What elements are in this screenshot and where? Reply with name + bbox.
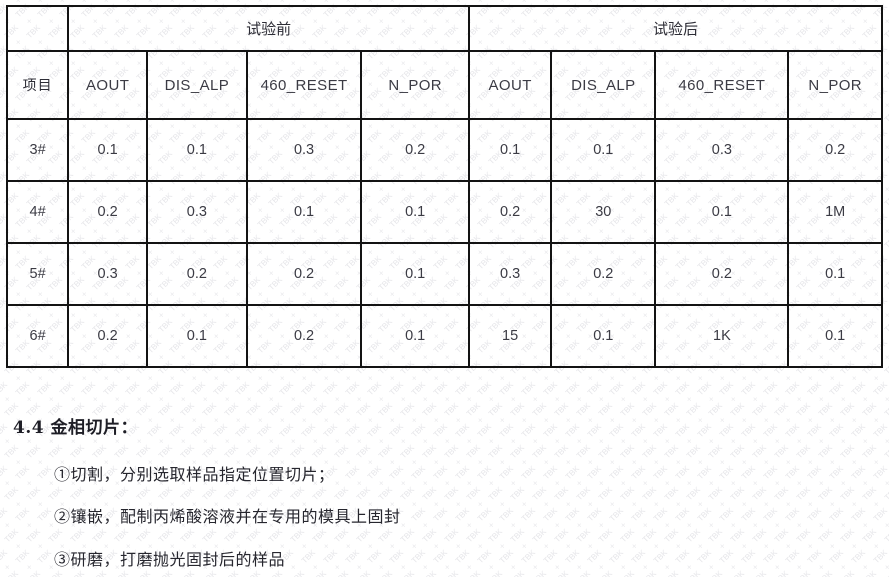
data-cell: 0.1 — [146, 118, 248, 182]
data-cell: 0.3 — [467, 242, 553, 306]
table-row: 6# 0.2 0.1 0.2 0.1 15 0.1 1K 0.1 — [5, 304, 883, 368]
table-column-header-row: 项目 AOUT DIS_ALP 460_RESET N_POR AOUT DIS… — [5, 50, 883, 120]
data-cell: 0.2 — [360, 118, 470, 182]
step-grinding: ③研磨，打磨抛光固封后的样品 — [54, 546, 285, 570]
data-cell: 0.1 — [654, 180, 790, 244]
data-cell: 0.3 — [146, 180, 248, 244]
row-item-label: 5# — [5, 242, 70, 306]
data-cell: 0.2 — [654, 242, 790, 306]
data-cell: 0.1 — [787, 304, 883, 368]
row-item-label: 3# — [5, 118, 70, 182]
test-results-table: 试验前 试验后 项目 AOUT DIS_ALP 460_RESET N_POR … — [5, 5, 883, 368]
data-cell: 0.1 — [245, 180, 363, 244]
group-header-before-test: 试验前 — [67, 5, 470, 52]
data-cell: 1K — [654, 304, 790, 368]
section-heading: 4.4 金相切片： — [13, 413, 138, 438]
header-cell-n-por-pre: N_POR — [360, 50, 470, 120]
table-row: 3# 0.1 0.1 0.3 0.2 0.1 0.1 0.3 0.2 — [5, 118, 883, 182]
data-cell: 0.1 — [467, 118, 553, 182]
data-cell: 0.2 — [550, 242, 657, 306]
header-cell-item: 项目 — [5, 50, 70, 120]
data-cell: 0.1 — [67, 118, 148, 182]
data-cell: 0.1 — [787, 242, 883, 306]
data-cell: 0.1 — [550, 304, 657, 368]
step-cutting: ①切割，分别选取样品指定位置切片； — [54, 461, 335, 485]
corner-empty-cell — [5, 5, 70, 52]
data-cell: 0.2 — [245, 304, 363, 368]
header-cell-460-reset-pre: 460_RESET — [245, 50, 363, 120]
data-cell: 0.1 — [360, 304, 470, 368]
data-cell: 0.2 — [146, 242, 248, 306]
data-cell: 0.3 — [67, 242, 148, 306]
data-cell: 0.2 — [245, 242, 363, 306]
data-cell: 1M — [787, 180, 883, 244]
data-cell: 0.2 — [67, 180, 148, 244]
data-cell: 0.2 — [67, 304, 148, 368]
row-item-label: 6# — [5, 304, 70, 368]
group-header-after-test: 试验后 — [468, 5, 883, 52]
data-cell: 0.3 — [654, 118, 790, 182]
data-cell: 15 — [467, 304, 553, 368]
table-row: 5# 0.3 0.2 0.2 0.1 0.3 0.2 0.2 0.1 — [5, 242, 883, 306]
header-cell-n-por-post: N_POR — [787, 50, 883, 120]
data-cell: 0.1 — [550, 118, 657, 182]
header-cell-aout-pre: AOUT — [67, 50, 148, 120]
data-cell: 0.2 — [787, 118, 883, 182]
data-cell: 0.2 — [467, 180, 553, 244]
data-cell: 0.1 — [146, 304, 248, 368]
table-group-header-row: 试验前 试验后 — [5, 5, 883, 52]
data-cell: 0.1 — [360, 180, 470, 244]
header-cell-dis-alp-post: DIS_ALP — [550, 50, 657, 120]
table-row: 4# 0.2 0.3 0.1 0.1 0.2 30 0.1 1M — [5, 180, 883, 244]
data-cell: 0.3 — [245, 118, 363, 182]
step-mounting: ②镶嵌，配制丙烯酸溶液并在专用的模具上固封 — [54, 503, 401, 527]
header-cell-dis-alp-pre: DIS_ALP — [146, 50, 248, 120]
data-cell: 30 — [550, 180, 657, 244]
row-item-label: 4# — [5, 180, 70, 244]
header-cell-aout-post: AOUT — [467, 50, 553, 120]
data-cell: 0.1 — [360, 242, 470, 306]
header-cell-460-reset-post: 460_RESET — [654, 50, 790, 120]
